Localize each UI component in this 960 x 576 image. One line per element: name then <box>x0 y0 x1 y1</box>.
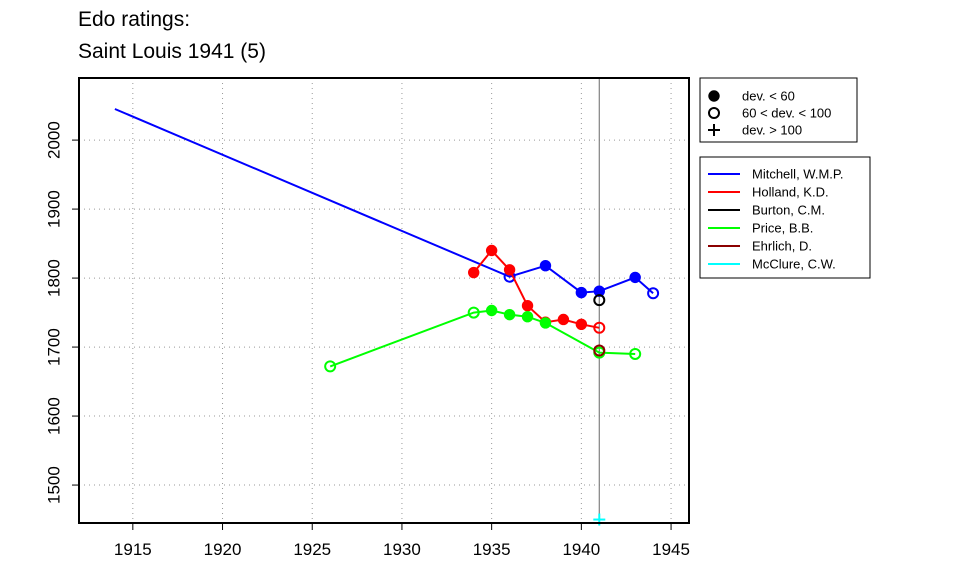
series-ehrlich-d <box>593 344 606 357</box>
data-point <box>521 311 534 323</box>
data-point <box>485 244 498 257</box>
chart-title-line-2: Saint Louis 1941 (5) <box>78 40 266 63</box>
data-point <box>593 321 606 334</box>
data-point <box>593 294 606 307</box>
series-price-b-b <box>324 304 642 373</box>
x-tick-label: 1945 <box>652 540 690 559</box>
data-point <box>593 344 606 357</box>
x-tick-label: 1930 <box>383 540 421 559</box>
data-point <box>539 259 552 272</box>
y-tick-label: 1600 <box>45 397 64 435</box>
x-tick-label: 1915 <box>114 540 152 559</box>
series-line <box>114 108 654 295</box>
x-tick-label: 1925 <box>293 540 331 559</box>
series-burton-c-m <box>593 294 606 307</box>
y-tick-label: 1700 <box>45 328 64 366</box>
data-point <box>503 308 516 321</box>
data-point <box>647 287 660 300</box>
data-point <box>557 313 570 326</box>
x-tick-label: 1920 <box>204 540 242 559</box>
marker-legend-symbol <box>708 124 720 136</box>
series-layer <box>114 108 660 526</box>
y-tick-label: 2000 <box>45 121 64 159</box>
y-tick-label: 1500 <box>45 466 64 504</box>
data-point <box>503 264 516 276</box>
axes: 1915 1920 1925 1930 1935 1940 1945 1500 1600 1700… <box>45 121 690 559</box>
data-point <box>521 299 534 312</box>
series-legend-label: Burton, C.M. <box>752 203 825 218</box>
series-legend-label: Holland, K.D. <box>752 185 829 200</box>
series-line <box>329 309 636 368</box>
data-point <box>629 271 641 284</box>
marker-legend-box <box>699 77 858 143</box>
data-point <box>468 266 480 279</box>
series-legend-label: Price, B.B. <box>752 221 813 236</box>
marker-legend-label: dev. < 60 <box>742 89 795 104</box>
x-tick-label: 1940 <box>562 540 600 559</box>
plot-frame <box>78 77 690 524</box>
marker-legend-symbol <box>708 107 720 119</box>
marker-legend-symbol <box>708 90 720 102</box>
marker-legend-label: 60 < dev. < 100 <box>742 106 831 121</box>
marker-legend-label: dev. > 100 <box>742 123 802 138</box>
series-legend-box <box>699 156 871 279</box>
x-tick-label: 1935 <box>473 540 511 559</box>
data-point <box>629 347 642 360</box>
data-point <box>593 285 605 297</box>
series-legend-label: Ehrlich, D. <box>752 239 812 254</box>
data-point <box>539 317 552 329</box>
data-point <box>324 360 337 373</box>
data-point <box>467 306 480 319</box>
chart-title-line-1: Edo ratings: <box>78 8 191 31</box>
series-legend-label: McClure, C.W. <box>752 257 836 272</box>
series-mitchell-w-m-p <box>114 108 660 300</box>
data-point <box>485 304 498 317</box>
legends: dev. < 60 60 < dev. < 100 dev. > 100 Mitche… <box>699 77 871 279</box>
data-point <box>575 286 588 299</box>
series-legend-label: Mitchell, W.M.P. <box>752 167 844 182</box>
data-point <box>575 318 588 331</box>
grid-lines <box>79 78 689 523</box>
y-tick-label: 1800 <box>45 259 64 297</box>
y-tick-label: 1900 <box>45 190 64 228</box>
